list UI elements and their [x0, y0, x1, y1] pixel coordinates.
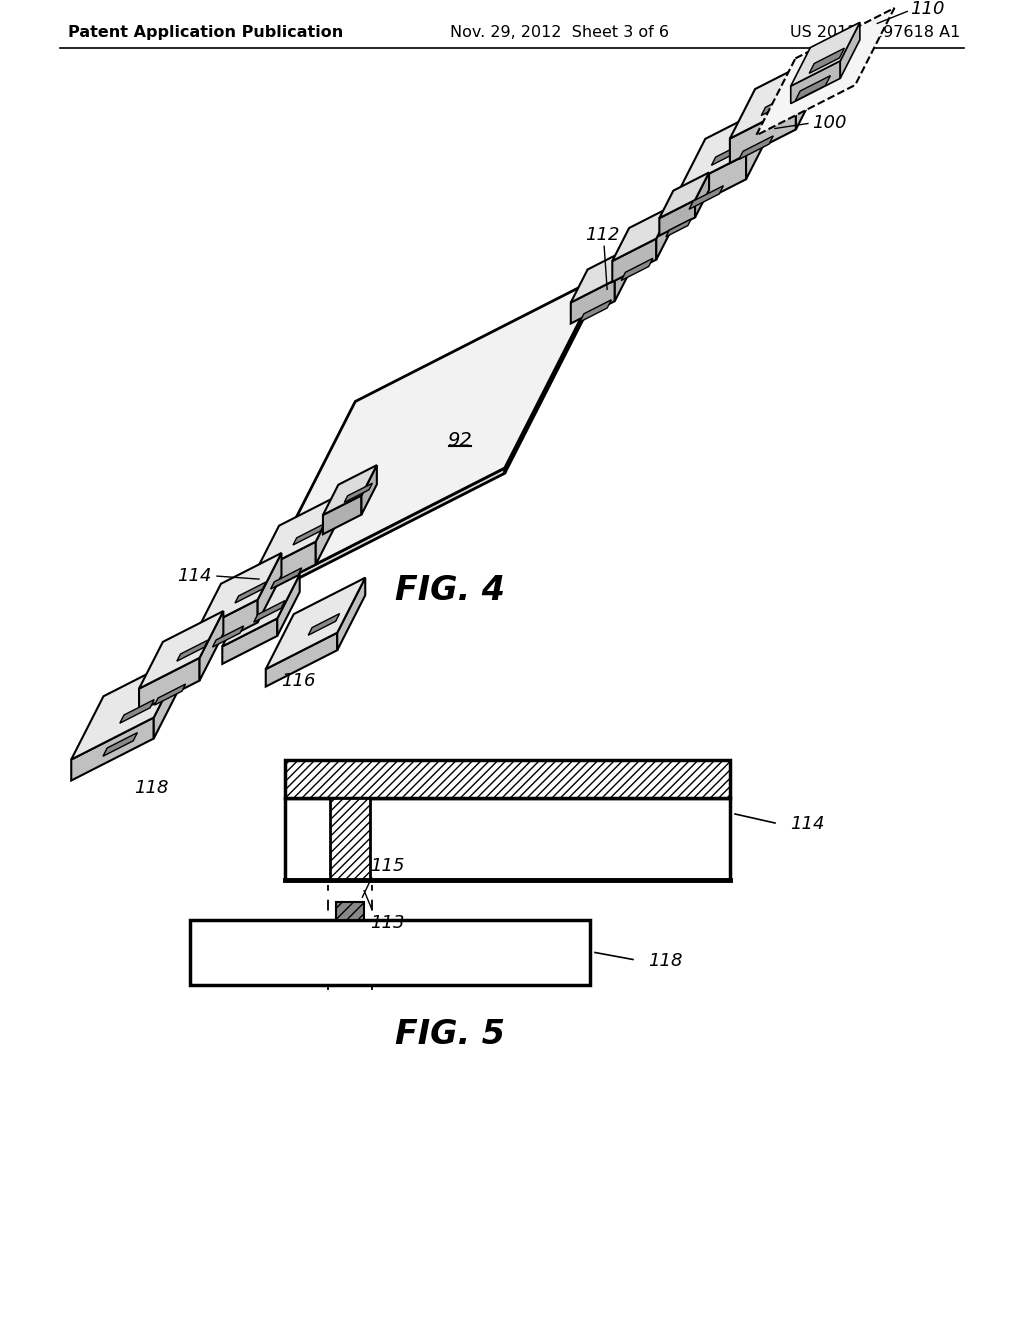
Polygon shape [570, 247, 632, 302]
Polygon shape [344, 483, 373, 503]
Polygon shape [361, 465, 377, 515]
Text: Nov. 29, 2012  Sheet 3 of 6: Nov. 29, 2012 Sheet 3 of 6 [450, 25, 669, 40]
Polygon shape [266, 632, 337, 686]
Bar [336, 902, 364, 920]
Polygon shape [222, 618, 278, 664]
Text: FIG. 5: FIG. 5 [395, 1019, 505, 1052]
Polygon shape [746, 106, 771, 180]
Text: 110: 110 [910, 0, 945, 18]
Polygon shape [614, 247, 632, 301]
Polygon shape [791, 61, 841, 103]
Polygon shape [505, 276, 603, 474]
Polygon shape [796, 55, 821, 129]
Text: US 2012/0297618 A1: US 2012/0297618 A1 [790, 25, 961, 40]
Polygon shape [200, 611, 223, 681]
Polygon shape [612, 206, 673, 261]
Polygon shape [756, 8, 894, 136]
Bar [285, 799, 730, 880]
Polygon shape [337, 578, 366, 651]
Polygon shape [257, 276, 603, 594]
Text: 118: 118 [648, 952, 683, 969]
Polygon shape [666, 219, 691, 236]
Text: 114: 114 [177, 568, 212, 585]
Polygon shape [139, 657, 200, 711]
Polygon shape [155, 684, 185, 705]
Polygon shape [139, 611, 223, 689]
Polygon shape [255, 541, 315, 595]
Polygon shape [278, 574, 300, 636]
Polygon shape [266, 578, 366, 669]
Polygon shape [323, 495, 361, 535]
Polygon shape [234, 582, 266, 603]
Polygon shape [198, 553, 282, 631]
Polygon shape [680, 154, 746, 213]
Polygon shape [177, 640, 208, 661]
Polygon shape [258, 553, 282, 623]
Polygon shape [103, 733, 137, 756]
Text: 115: 115 [370, 857, 404, 875]
Polygon shape [315, 495, 340, 565]
Polygon shape [255, 495, 340, 573]
Polygon shape [659, 199, 695, 236]
Polygon shape [612, 239, 656, 282]
Polygon shape [695, 173, 709, 218]
Polygon shape [293, 524, 325, 545]
Polygon shape [689, 186, 724, 210]
Text: 112: 112 [585, 226, 620, 244]
Text: Patent Application Publication: Patent Application Publication [68, 25, 343, 40]
Polygon shape [730, 106, 796, 164]
Text: 114: 114 [790, 814, 824, 833]
Polygon shape [72, 655, 186, 759]
Polygon shape [796, 75, 830, 100]
Text: FIG. 4: FIG. 4 [395, 573, 505, 606]
Polygon shape [659, 173, 709, 218]
Polygon shape [580, 300, 611, 322]
Polygon shape [257, 469, 505, 599]
Polygon shape [791, 22, 860, 86]
Text: 116: 116 [281, 672, 315, 690]
Polygon shape [222, 574, 300, 647]
Polygon shape [809, 48, 845, 74]
Polygon shape [570, 280, 614, 323]
Polygon shape [308, 614, 340, 635]
Polygon shape [213, 626, 244, 647]
Bar [190, 920, 590, 985]
Text: 118: 118 [134, 779, 169, 797]
Text: 92: 92 [447, 430, 472, 450]
Polygon shape [154, 655, 186, 738]
Text: 113: 113 [370, 913, 404, 932]
Polygon shape [323, 465, 377, 515]
Polygon shape [841, 22, 860, 78]
Polygon shape [254, 601, 285, 622]
Bar [330, 799, 370, 880]
Polygon shape [712, 141, 745, 165]
Bar [285, 760, 730, 799]
Polygon shape [656, 206, 673, 260]
Polygon shape [72, 718, 154, 780]
Polygon shape [622, 259, 653, 281]
Polygon shape [730, 55, 821, 139]
Polygon shape [761, 92, 796, 116]
Polygon shape [198, 599, 258, 653]
Polygon shape [680, 106, 771, 189]
Polygon shape [739, 136, 773, 160]
Text: 100: 100 [812, 114, 847, 132]
Polygon shape [270, 568, 302, 589]
Polygon shape [120, 700, 155, 723]
